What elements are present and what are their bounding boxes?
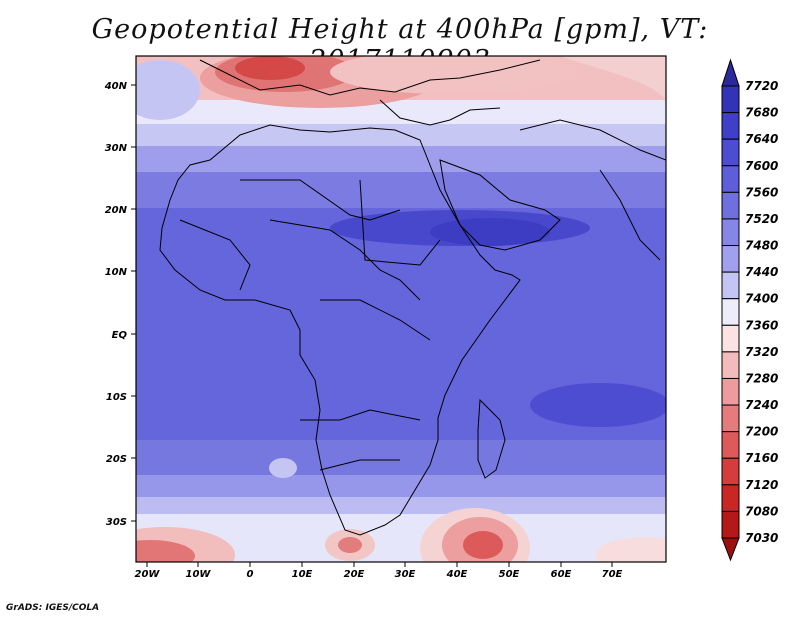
colorbar-level-label: 7400: [745, 292, 778, 306]
lon-axis-labels: 20W 10W 0 10E 20E 30E 40E 50E 60E 70E: [135, 569, 623, 580]
colorbar-level-label: 7720: [745, 79, 778, 93]
colorbar-level-label: 7600: [745, 159, 778, 173]
lat-label: EQ: [112, 330, 128, 341]
lat-label: 30N: [105, 143, 128, 154]
colorbar-swatch: [721, 484, 740, 512]
coastlines: [159, 59, 666, 536]
lon-label: 40E: [446, 569, 468, 580]
colorbar-level-label: 7120: [745, 478, 778, 492]
lon-label: 60E: [551, 569, 572, 580]
colorbar-swatch: [721, 377, 740, 406]
lon-label: 10W: [186, 569, 212, 580]
colorbar-level-label: 7440: [745, 265, 778, 279]
colorbar-swatch: [721, 324, 740, 353]
colorbar-level-label: 7280: [745, 371, 778, 385]
colorbar-swatch: [721, 245, 740, 273]
colorbar-level-label: 7680: [745, 106, 778, 120]
colorbar-swatch: [721, 85, 740, 114]
colorbar-level-label: 7240: [745, 398, 778, 412]
colorbar-level-label: 7030: [745, 531, 778, 545]
colorbar-swatch: [721, 165, 740, 193]
colorbar-level-label: 7520: [745, 212, 778, 226]
colorbar-level-label: 7640: [745, 132, 778, 146]
colorbar-level-label: 7360: [745, 318, 778, 332]
lon-label: 70E: [602, 569, 623, 580]
colorbar-level-label: 7160: [745, 451, 778, 465]
colorbar-level-label: 7080: [745, 504, 778, 518]
axis-ticks: [131, 84, 613, 567]
lat-label: 40N: [104, 81, 128, 92]
lon-label: 10E: [292, 569, 313, 580]
colorbar-level-label: 7200: [745, 425, 778, 439]
lat-label: 10S: [106, 392, 127, 403]
lon-label: 30E: [395, 569, 416, 580]
lat-label: 20N: [105, 205, 128, 216]
colorbar-swatch: [721, 351, 740, 379]
lon-label: 0: [247, 569, 254, 580]
lon-label: 50E: [499, 569, 520, 580]
map-frame-border: [135, 55, 667, 563]
height-field: [136, 56, 666, 562]
lat-label: 30S: [106, 517, 127, 528]
colorbar: 7720 7680 7640 7600 7560 7520 7480 7440 7400 7360…: [721, 58, 778, 562]
lat-label: 10N: [105, 267, 128, 278]
grads-credit: GrADS: IGES/COLA: [6, 603, 100, 613]
colorbar-swatch: [721, 298, 740, 326]
colorbar-swatch: [721, 457, 740, 486]
colorbar-swatch: [721, 510, 740, 539]
colorbar-swatch: [721, 218, 740, 247]
colorbar-swatch: [721, 138, 740, 167]
lat-axis-labels: 40N 30N 20N 10N EQ 10S 20S 30S: [104, 81, 128, 528]
lon-label: 20E: [344, 569, 365, 580]
lon-label: 20W: [135, 569, 161, 580]
colorbar-swatch: [721, 404, 740, 433]
colorbar-swatch: [721, 191, 740, 220]
colorbar-swatch: [721, 431, 740, 459]
colorbar-level-label: 7560: [745, 185, 778, 199]
colorbar-swatch: [721, 271, 740, 300]
colorbar-swatch: [721, 112, 740, 140]
colorbar-bottom-arrow: [721, 537, 740, 562]
colorbar-level-label: 7320: [745, 345, 778, 359]
colorbar-top-arrow: [721, 58, 740, 87]
colorbar-level-label: 7480: [745, 239, 778, 253]
lat-label: 20S: [106, 454, 127, 465]
